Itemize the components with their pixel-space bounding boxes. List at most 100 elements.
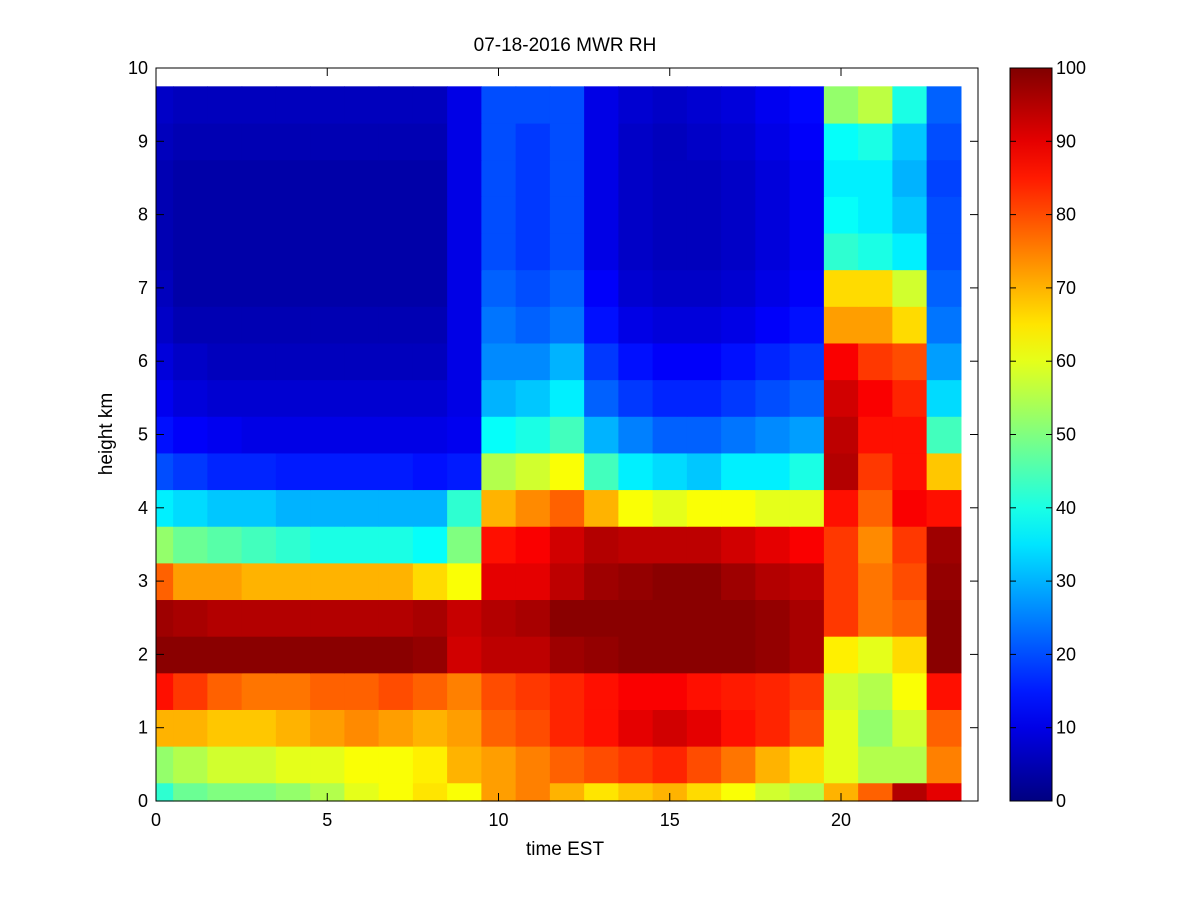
heatmap-cell xyxy=(618,782,654,802)
heatmap-cell xyxy=(858,562,893,601)
heatmap-cell xyxy=(618,746,654,784)
heatmap-cell xyxy=(515,599,551,637)
heatmap-cell xyxy=(549,489,585,527)
heatmap-cell xyxy=(412,86,448,124)
heatmap-cell xyxy=(652,342,688,381)
heatmap-cell xyxy=(721,416,756,454)
heatmap-cell xyxy=(275,782,311,802)
heatmap-cell xyxy=(310,416,345,454)
colorbar-tick-label: 20 xyxy=(1056,644,1076,664)
heatmap-cell xyxy=(926,746,962,784)
heatmap-cell xyxy=(412,416,448,454)
heatmap-cell xyxy=(686,636,722,674)
heatmap-cell xyxy=(207,86,243,124)
heatmap-cell xyxy=(344,709,380,747)
heatmap-cell xyxy=(344,746,380,784)
heatmap-cell xyxy=(156,672,174,710)
heatmap-cell xyxy=(618,599,654,637)
heatmap-cell xyxy=(686,159,722,197)
heatmap-cell xyxy=(310,709,345,747)
x-tick-label: 20 xyxy=(831,810,851,830)
heatmap-cell xyxy=(858,342,893,381)
heatmap-cell xyxy=(892,122,928,161)
heatmap-cell xyxy=(447,672,482,710)
heatmap-cell xyxy=(721,709,756,747)
heatmap-cell xyxy=(156,599,174,637)
heatmap-cell xyxy=(275,122,311,161)
heatmap-cell xyxy=(686,342,722,381)
heatmap-cell xyxy=(156,86,174,124)
heatmap-cell xyxy=(549,306,585,344)
heatmap-cell xyxy=(892,342,928,381)
heatmap-cell xyxy=(789,306,825,344)
heatmap-cell xyxy=(207,709,243,747)
heatmap-cell xyxy=(310,196,345,234)
heatmap-cell xyxy=(584,452,619,491)
heatmap-cell xyxy=(549,636,585,674)
heatmap-cell xyxy=(789,782,825,802)
colorbar-ticks: 0 10 20 30 40 50 60 70 80 90 100 xyxy=(1010,58,1086,811)
heatmap-cell xyxy=(789,196,825,234)
heatmap-cell xyxy=(156,342,174,381)
heatmap-cell xyxy=(858,452,893,491)
y-axis: 0 1 2 3 4 5 6 7 8 9 10 xyxy=(128,58,978,811)
heatmap-cell xyxy=(789,122,825,161)
x-tick-label: 15 xyxy=(660,810,680,830)
heatmap-cell xyxy=(926,122,962,161)
heatmap-cell xyxy=(378,86,414,124)
heatmap-cell xyxy=(892,159,928,197)
heatmap-cell xyxy=(447,232,482,271)
heatmap-cell xyxy=(207,746,243,784)
heatmap-cell xyxy=(584,232,619,271)
heatmap-cell xyxy=(721,746,756,784)
heatmap-cell xyxy=(686,122,722,161)
heatmap-cell xyxy=(275,379,311,417)
heatmap-cell xyxy=(515,782,551,802)
heatmap-cell xyxy=(652,709,688,747)
heatmap-cell xyxy=(823,342,859,381)
heatmap-cell xyxy=(789,159,825,197)
heatmap-cell xyxy=(721,599,756,637)
heatmap-cell xyxy=(156,562,174,601)
heatmap-cell xyxy=(892,489,928,527)
heatmap-cell xyxy=(241,122,277,161)
heatmap-cell xyxy=(275,746,311,784)
heatmap-cell xyxy=(515,379,551,417)
heatmap-cell xyxy=(447,709,482,747)
heatmap-cell xyxy=(789,709,825,747)
heatmap-cell xyxy=(310,782,345,802)
heatmap-cell xyxy=(755,452,791,491)
heatmap-cell xyxy=(652,416,688,454)
heatmap-cell xyxy=(652,672,688,710)
colorbar-tick-label: 30 xyxy=(1056,571,1076,591)
heatmap-cell xyxy=(926,269,962,307)
heatmap-cell xyxy=(823,599,859,637)
heatmap-cell xyxy=(207,782,243,802)
heatmap-cell xyxy=(412,489,448,527)
heatmap-cell xyxy=(926,416,962,454)
heatmap-cell xyxy=(652,489,688,527)
heatmap-cell xyxy=(344,342,380,381)
heatmap-cell xyxy=(378,599,414,637)
heatmap-cell xyxy=(378,782,414,802)
heatmap-cell xyxy=(926,306,962,344)
heatmap-cell xyxy=(310,636,345,674)
heatmap-cell xyxy=(344,452,380,491)
heatmap-cell xyxy=(549,672,585,710)
heatmap-cell xyxy=(721,562,756,601)
heatmap-cell xyxy=(549,196,585,234)
y-tick-label: 1 xyxy=(138,718,148,738)
x-tick-label: 10 xyxy=(488,810,508,830)
heatmap-cell xyxy=(173,379,208,417)
heatmap-cell xyxy=(156,159,174,197)
heatmap-cell xyxy=(173,86,208,124)
heatmap-cell xyxy=(823,232,859,271)
heatmap-cell xyxy=(344,526,380,564)
heatmap-cell xyxy=(310,379,345,417)
heatmap-cell xyxy=(721,196,756,234)
heatmap-cell xyxy=(378,306,414,344)
heatmap-cell xyxy=(173,562,208,601)
heatmap-cell xyxy=(755,342,791,381)
heatmap-cell xyxy=(207,196,243,234)
